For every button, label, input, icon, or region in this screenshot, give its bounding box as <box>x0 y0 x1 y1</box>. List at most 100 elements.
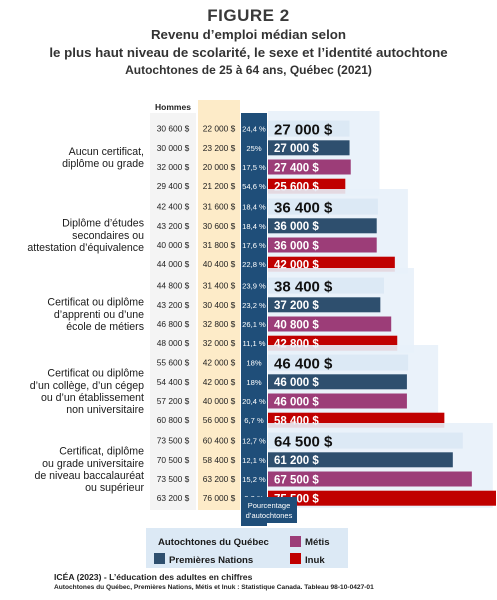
indigenous-percentage-value: 12,7 % <box>242 437 266 446</box>
bar-value-label: 37 200 $ <box>274 300 319 312</box>
legend-swatch-metis <box>290 536 301 547</box>
category-label-line: ou d’un établissement <box>41 392 144 404</box>
pct-caption-background <box>241 497 297 523</box>
legend-title: Autochtones du Québec <box>158 537 270 548</box>
women-income-value: 22 000 $ <box>203 124 236 134</box>
category-label-line: d’un collège, d’un cégep <box>30 380 144 392</box>
category-label-line: d’apprenti ou d’une <box>54 309 144 321</box>
men-income-value: 43 200 $ <box>157 221 190 231</box>
women-income-value: 21 200 $ <box>203 181 236 191</box>
category-label-line: non universitaire <box>66 404 144 416</box>
source-line-1: ICÉA (2023) - L’éducation des adultes en… <box>54 572 253 582</box>
indigenous-percentage-value: 23,9 % <box>242 282 266 291</box>
bar-autochtones-du-quebec <box>268 120 350 137</box>
legend-label-premieres-nations: Premières Nations <box>169 555 253 566</box>
indigenous-percentage-value: 26,1 % <box>242 320 266 329</box>
bar-value-label: 27 400 $ <box>274 162 319 174</box>
men-income-value: 48 000 $ <box>157 338 190 348</box>
bar-inuk <box>268 256 395 272</box>
men-income-value: 44 000 $ <box>157 259 190 269</box>
category-label-line: ou grade universitaire <box>42 458 144 470</box>
indigenous-percentage-value: 18,4 % <box>242 203 266 212</box>
legend-label-inuk: Inuk <box>305 555 325 566</box>
category-label-line: Certificat, diplôme <box>59 446 144 458</box>
bar-value-label: 61 200 $ <box>274 455 319 467</box>
bar-value-label: 46 000 $ <box>274 377 319 389</box>
bar-value-label: 38 400 $ <box>274 279 333 296</box>
women-income-value: 23 200 $ <box>203 143 236 153</box>
indigenous-percentage-value: 17,6 % <box>242 241 266 250</box>
men-income-value: 44 800 $ <box>157 281 190 291</box>
indigenous-percentage-value: 24,4 % <box>242 125 266 134</box>
men-income-value: 42 400 $ <box>157 202 190 212</box>
bar-value-label: 64 500 $ <box>274 434 333 451</box>
category-label-line: ou supérieur <box>85 482 144 494</box>
category-label-line: Certificat ou diplôme <box>47 297 144 309</box>
category-label-line: diplôme ou grade <box>62 158 144 170</box>
men-income-value: 32 000 $ <box>157 162 190 172</box>
men-income-value: 63 200 $ <box>157 493 190 503</box>
legend-swatch-inuk <box>290 553 301 564</box>
indigenous-percentage-value: 15,2 % <box>242 475 266 484</box>
figure-footer: ICÉA (2023) - L’éducation des adultes en… <box>54 572 494 591</box>
men-income-value: 30 600 $ <box>157 124 190 134</box>
indigenous-percentage-value: 18% <box>246 359 261 368</box>
men-column-background <box>150 113 196 510</box>
category-label-line: Aucun certificat, <box>69 146 144 158</box>
bar-value-label: 40 800 $ <box>274 319 319 331</box>
men-column-header: Hommes <box>155 102 191 112</box>
bar-premi-res-nations <box>268 452 453 468</box>
women-income-value: 60 400 $ <box>203 436 236 446</box>
men-income-value: 46 800 $ <box>157 319 190 329</box>
indigenous-percentage-value: 18% <box>246 378 261 387</box>
indigenous-percentage-value: 6,7 % <box>244 416 264 425</box>
indigenous-percentage-value: 23,2 % <box>242 301 266 310</box>
bar-m-tis <box>268 393 407 409</box>
women-income-value: 30 600 $ <box>203 221 236 231</box>
category-label-line: école de métiers <box>66 321 144 333</box>
indigenous-percentage-value: 12,1 % <box>242 456 266 465</box>
bar-value-label: 27 000 $ <box>274 122 333 139</box>
figure-title: FIGURE 2 <box>207 6 290 25</box>
women-income-value: 42 000 $ <box>203 358 236 368</box>
men-income-value: 30 000 $ <box>157 143 190 153</box>
men-income-value: 54 400 $ <box>157 377 190 387</box>
men-income-value: 55 600 $ <box>157 358 190 368</box>
women-income-value: 20 000 $ <box>203 162 236 172</box>
men-income-value: 57 200 $ <box>157 396 190 406</box>
bar-autochtones-du-quebec <box>268 198 378 215</box>
bar-value-label: 36 400 $ <box>274 200 333 217</box>
bar-premi-res-nations <box>268 374 407 390</box>
men-income-value: 70 500 $ <box>157 455 190 465</box>
pct-caption-line-1: Pourcentage <box>248 501 291 510</box>
women-income-value: 40 400 $ <box>203 259 236 269</box>
indigenous-percentage-value: 25% <box>246 144 261 153</box>
bar-autochtones-du-quebec <box>268 432 463 449</box>
bar-premi-res-nations <box>268 218 377 234</box>
women-income-value: 32 800 $ <box>203 319 236 329</box>
bar-value-label: 67 500 $ <box>274 474 319 486</box>
bar-autochtones-du-quebec <box>268 354 409 371</box>
legend-swatch-premieres-nations <box>154 553 165 564</box>
bar-m-tis <box>268 471 472 487</box>
category-label-line: Certificat ou diplôme <box>47 368 144 380</box>
women-income-value: 30 400 $ <box>203 300 236 310</box>
category-label-line: Diplôme d’études <box>62 218 144 230</box>
category-label-line: de niveau baccalauréat <box>34 470 144 482</box>
bar-m-tis <box>268 316 392 332</box>
women-income-value: 63 200 $ <box>203 474 236 484</box>
bar-m-tis <box>268 159 351 175</box>
women-income-value: 76 000 $ <box>203 493 236 503</box>
source-line-2: Autochtones du Québec, Premières Nations… <box>54 584 374 591</box>
women-income-value: 40 000 $ <box>203 396 236 406</box>
bar-premi-res-nations <box>268 297 381 313</box>
bar-value-label: 36 000 $ <box>274 240 319 252</box>
bar-autochtones-du-quebec <box>268 277 384 294</box>
women-income-value: 32 000 $ <box>203 338 236 348</box>
category-label-line: secondaires ou <box>72 230 144 242</box>
figure-subtitle-line-3: Autochtones de 25 à 64 ans, Québec (2021… <box>125 63 372 77</box>
bar-premi-res-nations <box>268 140 350 156</box>
figure-subtitle-line-2: le plus haut niveau de scolarité, le sex… <box>49 45 448 60</box>
figure-header: FIGURE 2 Revenu d’emploi médian selon le… <box>0 0 497 79</box>
